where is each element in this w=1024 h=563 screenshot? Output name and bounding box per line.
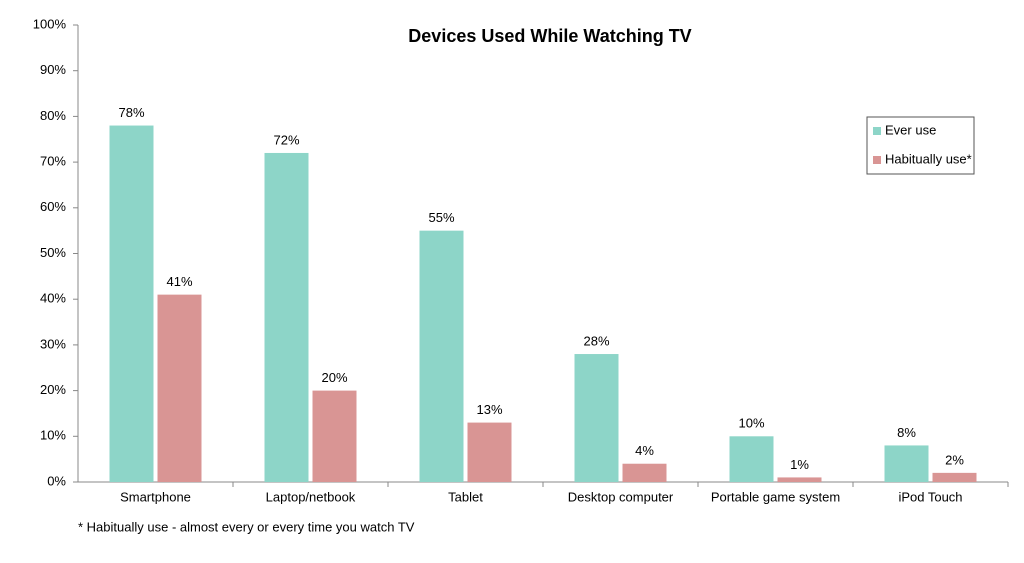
x-tick-label: Smartphone: [120, 489, 191, 504]
legend-label: Habitually use*: [885, 151, 972, 166]
y-tick-label: 90%: [40, 62, 66, 77]
x-tick-label: Desktop computer: [568, 489, 674, 504]
y-tick-label: 10%: [40, 428, 66, 443]
y-tick-label: 50%: [40, 245, 66, 260]
y-tick-label: 70%: [40, 154, 66, 169]
bar: [622, 463, 667, 482]
y-tick-label: 60%: [40, 199, 66, 214]
value-label: 20%: [321, 370, 347, 385]
bar: [777, 477, 822, 482]
bar: [574, 354, 619, 482]
x-tick-label: Tablet: [448, 489, 483, 504]
value-label: 10%: [738, 416, 764, 431]
value-label: 1%: [790, 457, 809, 472]
y-tick-label: 80%: [40, 108, 66, 123]
bar: [467, 422, 512, 482]
value-label: 2%: [945, 452, 964, 467]
x-tick-label: Portable game system: [711, 489, 840, 504]
y-tick-label: 0%: [47, 473, 66, 488]
bar: [729, 436, 774, 482]
x-tick-label: iPod Touch: [898, 489, 962, 504]
bar: [264, 152, 309, 482]
chart-title: Devices Used While Watching TV: [408, 26, 691, 46]
value-label: 72%: [273, 132, 299, 147]
value-label: 8%: [897, 425, 916, 440]
bar: [932, 472, 977, 482]
y-tick-label: 20%: [40, 382, 66, 397]
value-label: 55%: [428, 210, 454, 225]
y-tick-label: 40%: [40, 291, 66, 306]
bar: [109, 125, 154, 482]
bar: [884, 445, 929, 482]
value-label: 13%: [476, 402, 502, 417]
bar: [157, 294, 202, 482]
legend-swatch: [873, 127, 881, 135]
x-tick-label: Laptop/netbook: [266, 489, 356, 504]
bar: [419, 230, 464, 482]
value-label: 78%: [118, 105, 144, 120]
y-tick-label: 100%: [33, 16, 67, 31]
value-label: 28%: [583, 333, 609, 348]
legend-label: Ever use: [885, 122, 936, 137]
footnote: * Habitually use - almost every or every…: [78, 519, 415, 534]
value-label: 4%: [635, 443, 654, 458]
legend-swatch: [873, 156, 881, 164]
bar: [312, 390, 357, 482]
value-label: 41%: [166, 274, 192, 289]
legend-box: [866, 116, 975, 175]
y-tick-label: 30%: [40, 336, 66, 351]
